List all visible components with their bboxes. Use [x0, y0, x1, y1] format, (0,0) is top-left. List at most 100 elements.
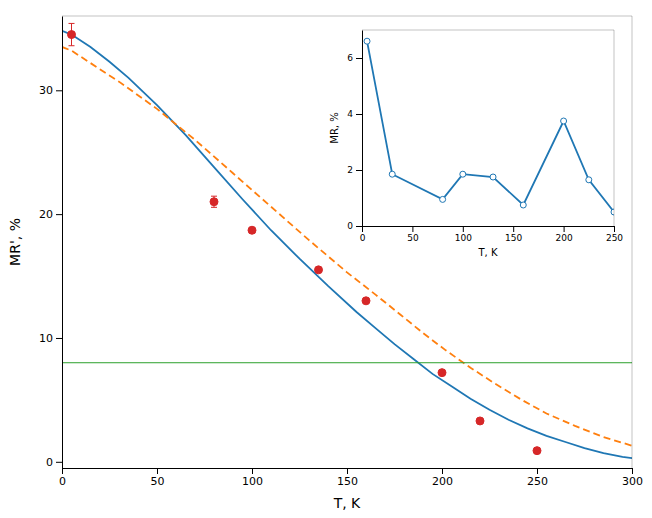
axis-line — [362, 31, 363, 227]
tick-label: 200 — [432, 475, 453, 488]
tick-mark — [56, 462, 62, 463]
tick-label: 10 — [39, 332, 53, 345]
tick-label: 200 — [556, 233, 573, 243]
point — [533, 447, 541, 455]
tick: 30 — [39, 84, 62, 97]
point — [438, 369, 446, 377]
tick-mark — [564, 226, 565, 232]
x-axis-label: T, K — [333, 495, 361, 511]
marker — [440, 196, 446, 202]
tick: 10 — [39, 332, 62, 345]
tick-label: 2 — [347, 165, 353, 175]
tick-label: 150 — [337, 475, 358, 488]
frame-top — [362, 30, 614, 31]
tick-mark — [412, 226, 413, 232]
plot-area — [364, 38, 614, 215]
tick-mark — [356, 170, 362, 171]
marker — [490, 174, 496, 180]
tick-label: 150 — [505, 233, 522, 243]
tick-label: 300 — [622, 475, 643, 488]
inset-panel: 0501001502002500246T, KMR, % — [329, 30, 623, 258]
tick-mark — [614, 226, 615, 232]
tick: 200 — [556, 226, 573, 243]
tick-label: 250 — [527, 475, 548, 488]
tick: 50 — [151, 468, 165, 488]
tick-mark — [356, 58, 362, 59]
reference-line — [62, 362, 632, 363]
point — [362, 297, 370, 305]
tick: 150 — [337, 468, 358, 488]
marker — [460, 171, 466, 177]
tick: 2 — [347, 165, 362, 175]
tick-mark — [537, 468, 538, 474]
tick-label: 0 — [360, 233, 366, 243]
point — [210, 198, 218, 206]
tick: 250 — [527, 468, 548, 488]
point — [476, 417, 484, 425]
tick-mark — [356, 226, 362, 227]
tick: 100 — [242, 468, 263, 488]
tick-label: 0 — [46, 456, 53, 469]
tick-label: 0 — [347, 221, 353, 231]
line — [62, 31, 632, 458]
tick-mark — [157, 468, 158, 474]
marker — [561, 118, 567, 124]
tick-mark — [442, 468, 443, 474]
panel-background — [362, 30, 614, 226]
marker — [520, 202, 526, 208]
tick-mark — [463, 226, 464, 232]
axis: 0 50 100 150 200 250 300 — [59, 468, 643, 488]
tick-mark — [56, 214, 62, 215]
tick-label: 0 — [59, 475, 66, 488]
tick-mark — [513, 226, 514, 232]
point — [248, 226, 256, 234]
tick-label: 4 — [347, 109, 353, 119]
axis: 0 10 20 30 — [39, 17, 63, 469]
marker — [364, 38, 370, 44]
main-panel: 0501001502002503000102030T, KMR', % — [7, 16, 643, 511]
tick: 0 — [59, 468, 66, 488]
tick: 300 — [622, 468, 643, 488]
tick-mark — [632, 468, 633, 474]
tick: 200 — [432, 468, 453, 488]
error-bar — [211, 196, 217, 207]
axis-line — [363, 226, 615, 227]
tick-label: 20 — [39, 208, 53, 221]
tick-label: 50 — [407, 233, 419, 243]
frame-top — [62, 16, 632, 17]
tick: 0 — [360, 226, 366, 243]
y-axis-label: MR', % — [7, 218, 23, 266]
tick: 150 — [505, 226, 522, 243]
point — [68, 31, 76, 39]
axis: 0 50 100 150 200 250 — [360, 226, 624, 243]
tick-mark — [362, 226, 363, 232]
axis: 0 2 4 6 — [347, 31, 362, 232]
error-bar — [69, 23, 75, 45]
tick-mark — [347, 468, 348, 474]
marker — [611, 209, 614, 215]
tick: 0 — [46, 456, 62, 469]
axis-line — [62, 17, 63, 469]
tick-mark — [56, 90, 62, 91]
tick-label: 100 — [455, 233, 472, 243]
tick-label: 50 — [151, 475, 165, 488]
tick-label: 100 — [242, 475, 263, 488]
point — [315, 266, 323, 274]
line — [367, 41, 614, 212]
tick-mark — [252, 468, 253, 474]
tick: 20 — [39, 208, 62, 221]
tick: 0 — [347, 221, 362, 231]
tick-mark — [62, 468, 63, 474]
plot-area — [62, 23, 632, 458]
chart: 0501001502002503000102030T, KMR', %05010… — [0, 0, 652, 518]
tick-mark — [56, 338, 62, 339]
tick-label: 6 — [347, 53, 353, 63]
frame-right — [632, 16, 633, 468]
tick: 250 — [606, 226, 623, 243]
marker — [389, 171, 395, 177]
x-axis-label: T, K — [477, 247, 497, 258]
tick-label: 30 — [39, 84, 53, 97]
tick: 4 — [347, 109, 362, 119]
tick-mark — [356, 114, 362, 115]
marker — [586, 177, 592, 183]
